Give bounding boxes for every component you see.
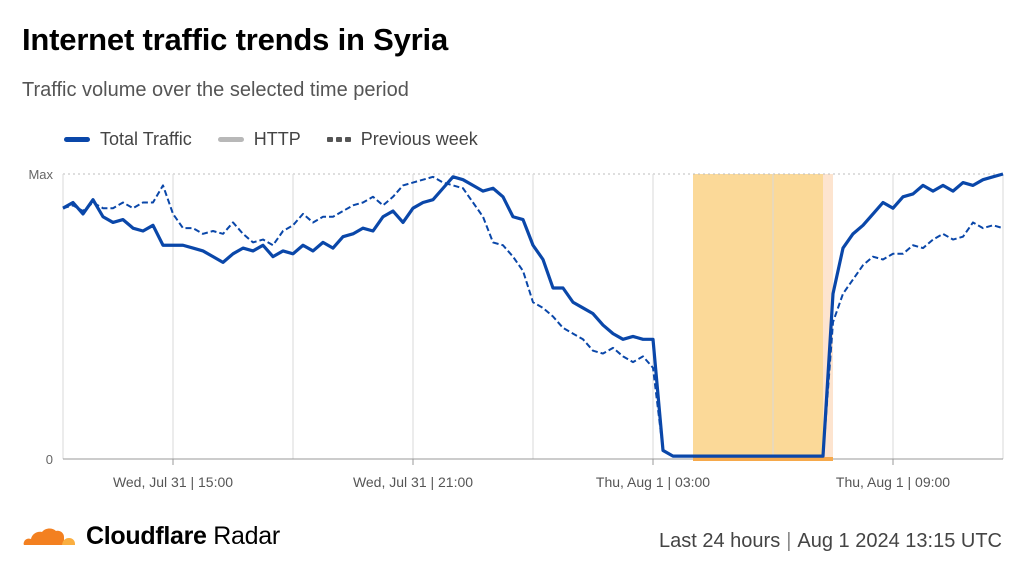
outage-band-0	[693, 174, 823, 459]
legend-item-http[interactable]: HTTP	[217, 129, 301, 150]
series-line-total-traffic	[62, 172, 1004, 458]
legend-item-previous-week[interactable]: Previous week	[326, 129, 478, 150]
chart-legend: Total Traffic HTTP Previous week	[64, 129, 478, 150]
cloudflare-cloud-icon	[23, 527, 75, 547]
page-subtitle: Traffic volume over the selected time pe…	[22, 79, 409, 101]
legend-item-total-traffic[interactable]: Total Traffic	[64, 129, 192, 150]
x-tick-label-2: Thu, Aug 1 | 03:00	[596, 474, 710, 490]
outage-band-1	[823, 174, 833, 459]
x-tick-label-3: Thu, Aug 1 | 09:00	[836, 474, 950, 490]
brand-name: Cloudflare Radar	[86, 522, 280, 551]
legend-label-previous-week: Previous week	[360, 129, 478, 149]
legend-swatch-previous-week	[326, 137, 351, 142]
outage-marker-1	[823, 457, 833, 461]
brand-name-light: Radar	[213, 522, 280, 550]
x-tick-label-0: Wed, Jul 31 | 15:00	[113, 474, 233, 490]
legend-swatch-total-traffic	[64, 137, 90, 142]
outage-marker-0	[693, 457, 823, 461]
series-line-previous-week	[62, 175, 1004, 458]
legend-label-http: HTTP	[253, 129, 301, 149]
page-title: Internet traffic trends in Syria	[22, 22, 448, 57]
brand-name-bold: Cloudflare	[86, 522, 207, 550]
y-tick-label-1: Max	[28, 167, 53, 182]
x-tick-label-1: Wed, Jul 31 | 21:00	[353, 474, 473, 490]
cloudflare-radar-logo: Cloudflare Radar	[22, 522, 280, 551]
time-range-label: Last 24 hours	[659, 530, 781, 552]
timestamp-label: Aug 1 2024 13:15 UTC	[797, 530, 1002, 552]
legend-swatch-http	[217, 137, 244, 142]
y-tick-label-0: 0	[46, 452, 53, 467]
time-range-info: Last 24 hours | Aug 1 2024 13:15 UTC	[659, 530, 1002, 552]
legend-label-total-traffic: Total Traffic	[100, 129, 192, 149]
traffic-chart: 0 Max Wed, Jul 31 | 15:00 Wed, Jul 31 | 21:…	[28, 167, 1004, 490]
